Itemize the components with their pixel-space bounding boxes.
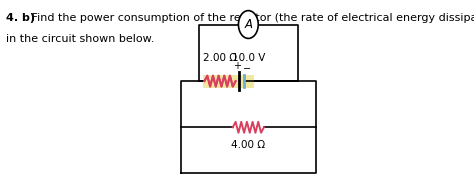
Text: +: + [233, 61, 241, 71]
Text: 10.0 V: 10.0 V [232, 53, 265, 63]
Text: Find the power consumption of the resistor (the rate of electrical energy dissip: Find the power consumption of the resist… [27, 13, 474, 23]
Bar [203, 75, 254, 88]
Text: −: − [243, 64, 251, 74]
Text: 2.00 Ω: 2.00 Ω [203, 53, 237, 63]
Text: 4.00 Ω: 4.00 Ω [231, 140, 265, 150]
Text: in the circuit shown below.: in the circuit shown below. [6, 34, 155, 44]
Circle shape [238, 11, 258, 38]
Text: A: A [244, 18, 252, 31]
Text: 4. b): 4. b) [6, 13, 36, 23]
